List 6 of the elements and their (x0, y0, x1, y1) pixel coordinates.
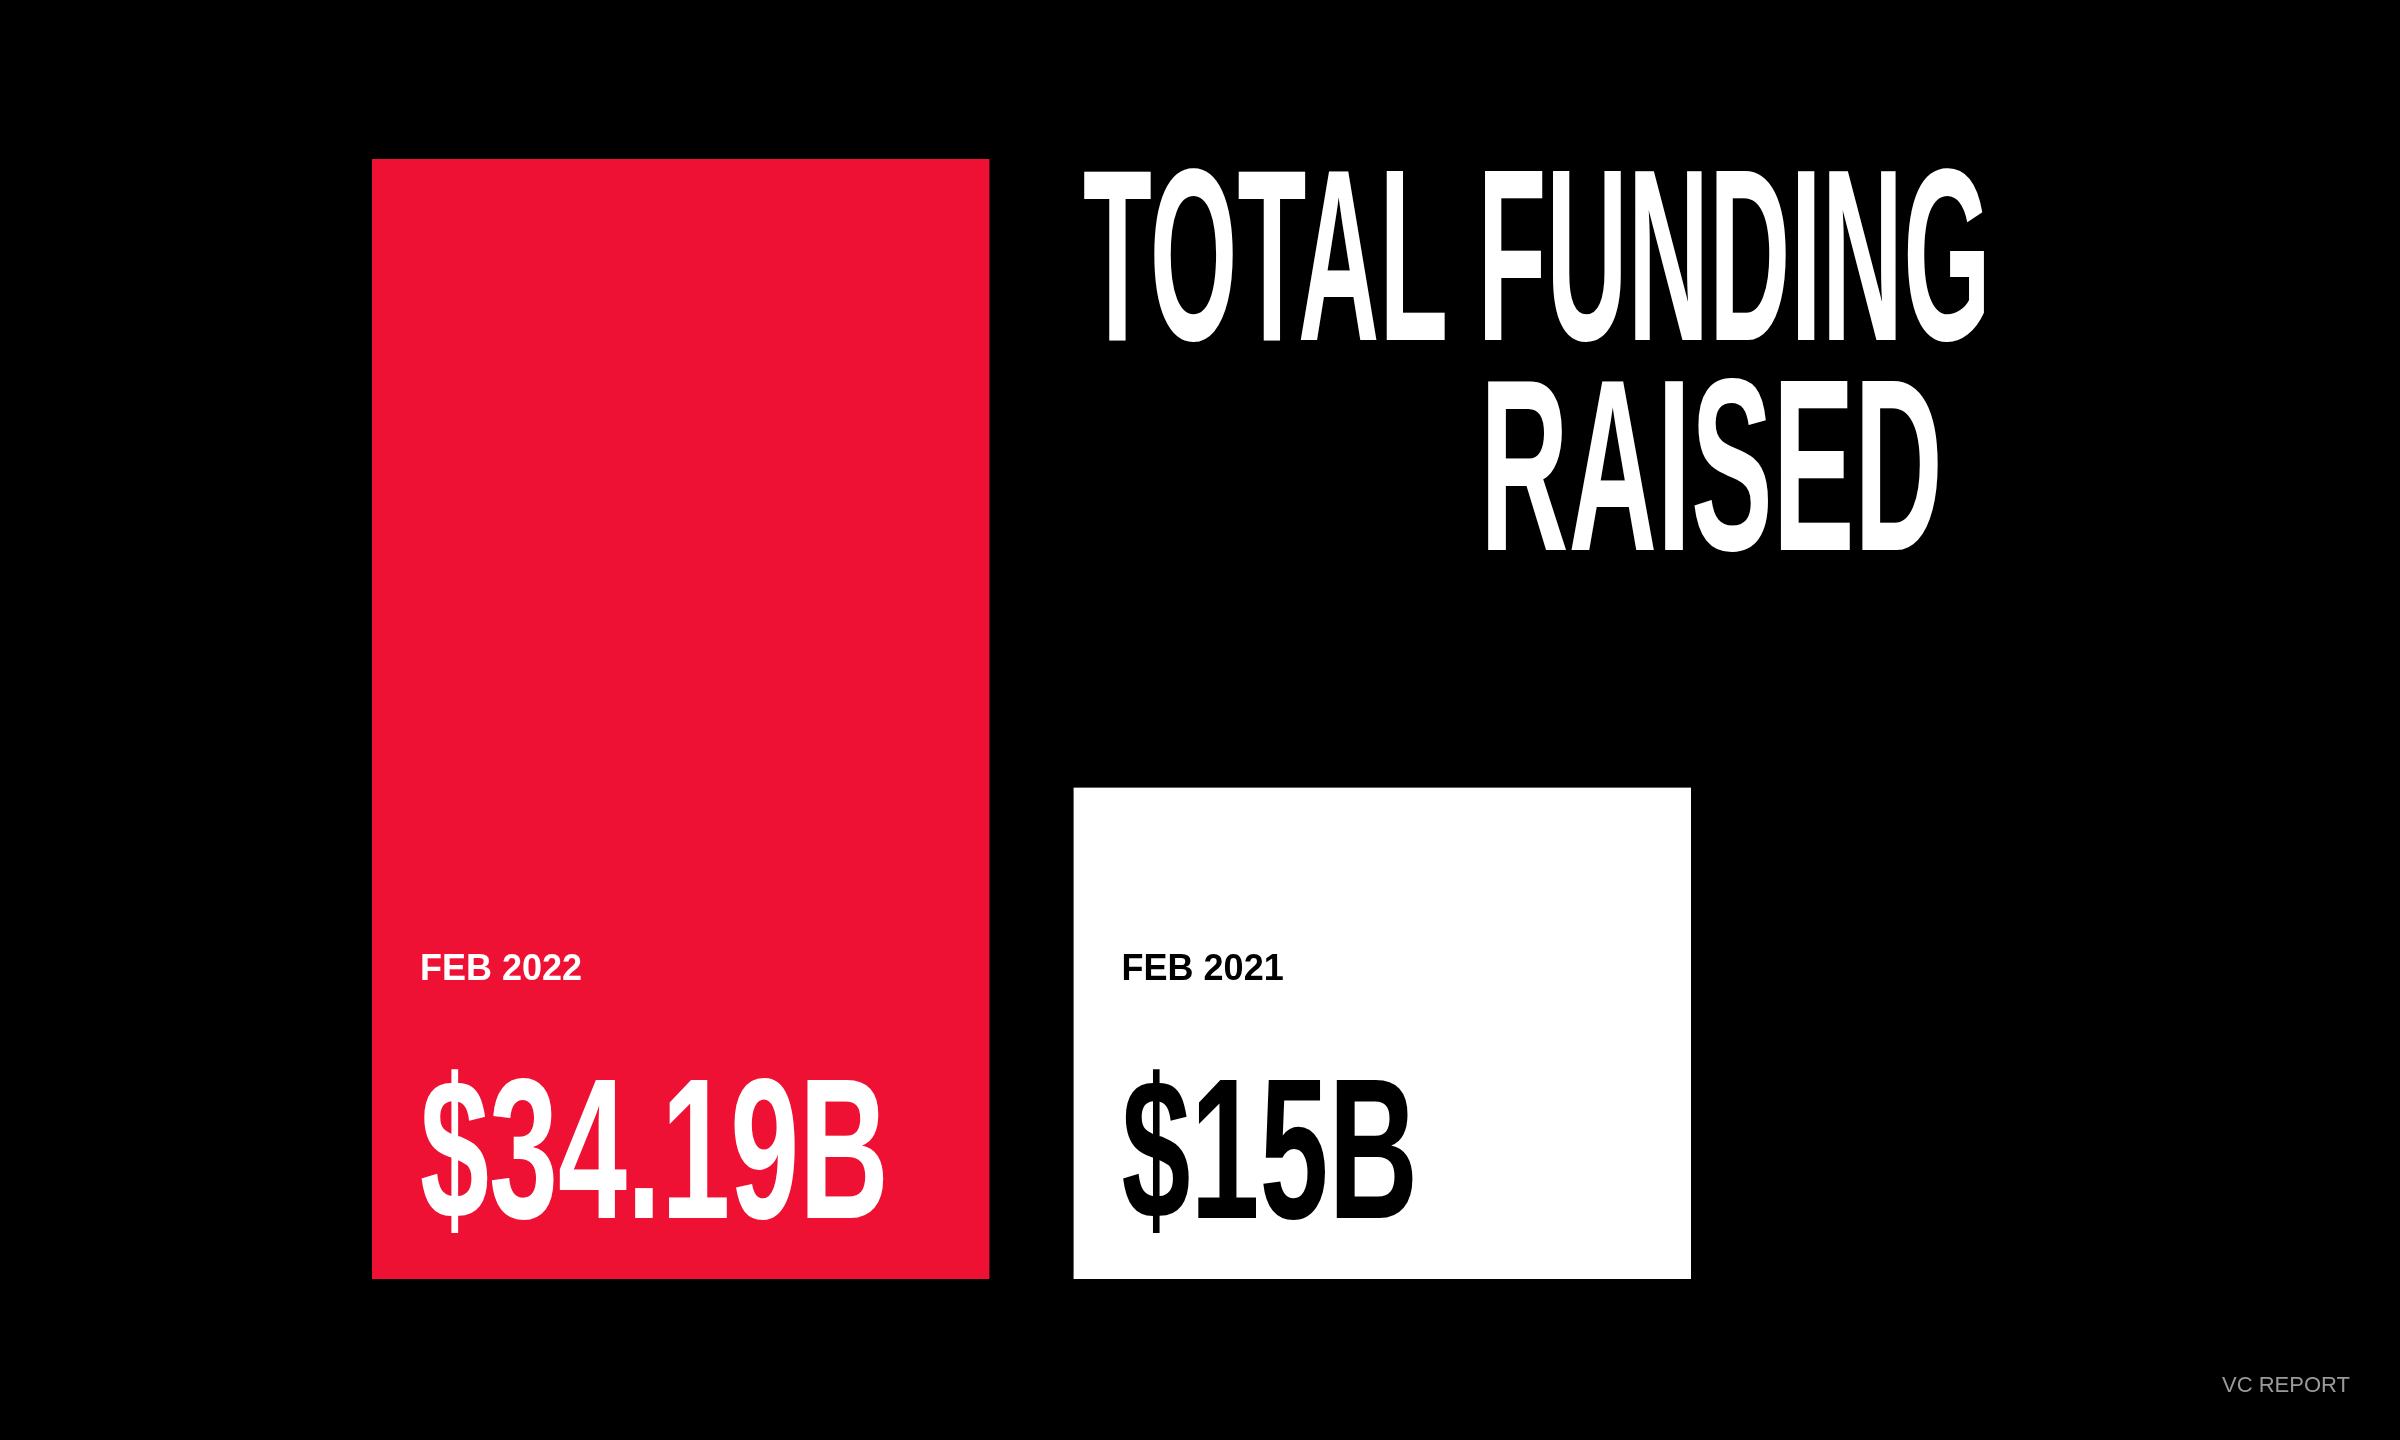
chart-title: TOTAL FUNDING RAISED (1083, 117, 1991, 602)
x-tick-label: FEB 2021 (1121, 947, 1284, 988)
data-label: $15B (1121, 1036, 1418, 1261)
text: VC REPORT (2222, 1372, 2350, 1397)
data-label: $34.19B (420, 1036, 889, 1261)
x-tick-label: FEB 2022 (420, 947, 583, 988)
